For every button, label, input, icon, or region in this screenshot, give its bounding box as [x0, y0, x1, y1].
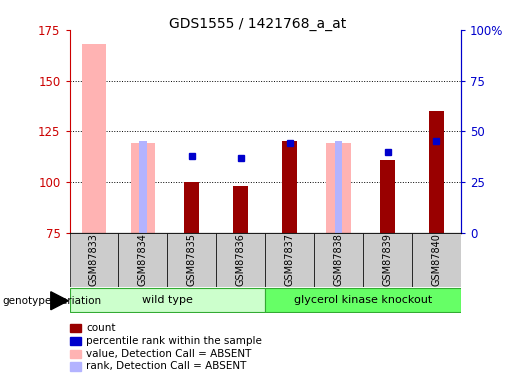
- FancyBboxPatch shape: [265, 288, 461, 312]
- Bar: [184, 182, 199, 232]
- Text: GSM87837: GSM87837: [285, 233, 295, 286]
- FancyBboxPatch shape: [265, 232, 314, 287]
- Text: genotype/variation: genotype/variation: [3, 296, 101, 306]
- Text: GSM87836: GSM87836: [236, 233, 246, 286]
- Text: GSM87834: GSM87834: [138, 233, 148, 286]
- FancyBboxPatch shape: [70, 288, 265, 312]
- Text: GSM87833: GSM87833: [89, 233, 99, 286]
- Text: percentile rank within the sample: percentile rank within the sample: [86, 336, 262, 346]
- FancyBboxPatch shape: [314, 232, 363, 287]
- Bar: [327, 143, 351, 232]
- Text: GSM87838: GSM87838: [334, 233, 344, 286]
- Text: rank, Detection Call = ABSENT: rank, Detection Call = ABSENT: [86, 362, 246, 371]
- FancyBboxPatch shape: [118, 232, 167, 287]
- Bar: [131, 143, 155, 232]
- Text: GDS1555 / 1421768_a_at: GDS1555 / 1421768_a_at: [169, 17, 346, 31]
- FancyBboxPatch shape: [70, 232, 118, 287]
- FancyBboxPatch shape: [412, 232, 461, 287]
- Text: GSM87839: GSM87839: [383, 233, 392, 286]
- Text: glycerol kinase knockout: glycerol kinase knockout: [294, 295, 432, 305]
- Text: GSM87835: GSM87835: [187, 233, 197, 286]
- Text: GSM87840: GSM87840: [432, 233, 441, 286]
- Bar: [82, 44, 106, 232]
- Text: count: count: [86, 323, 115, 333]
- Bar: [429, 111, 444, 232]
- Text: wild type: wild type: [142, 295, 193, 305]
- Polygon shape: [51, 292, 68, 310]
- FancyBboxPatch shape: [167, 232, 216, 287]
- Bar: [380, 160, 395, 232]
- Bar: [233, 186, 248, 232]
- FancyBboxPatch shape: [363, 232, 412, 287]
- Bar: [282, 141, 297, 232]
- Bar: [139, 141, 147, 232]
- Bar: [335, 141, 342, 232]
- Text: value, Detection Call = ABSENT: value, Detection Call = ABSENT: [86, 349, 251, 358]
- FancyBboxPatch shape: [216, 232, 265, 287]
